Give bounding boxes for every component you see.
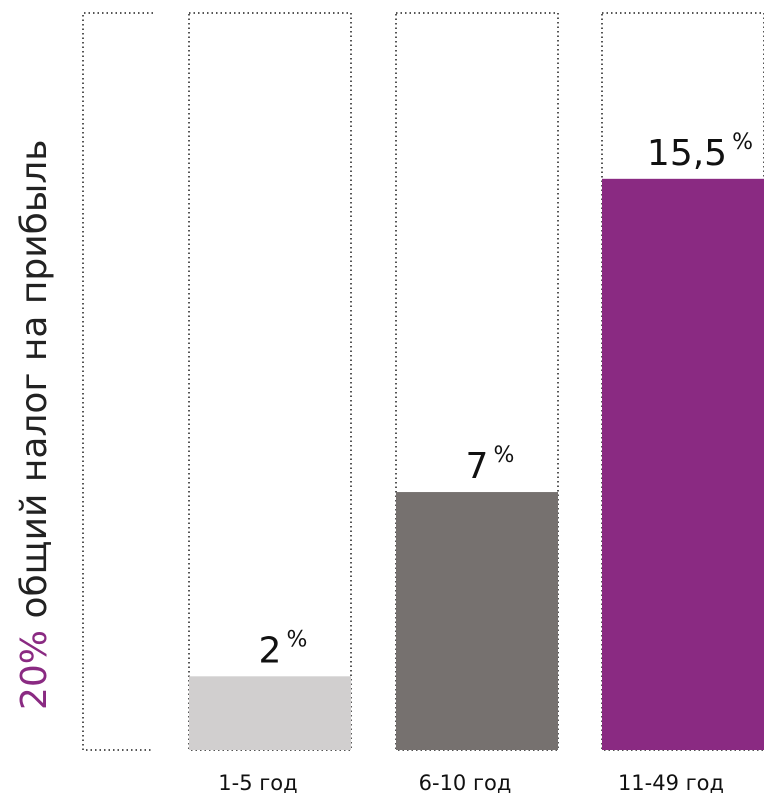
- title-highlight: 20%: [14, 630, 55, 710]
- bars-layer: 2 % 1-5 год 7 % 6-10 год 15,5 % 11-49 год: [82, 12, 764, 795]
- bar-2: [396, 492, 558, 750]
- reference-outline: [82, 12, 153, 751]
- value-label-3: 15,5: [647, 133, 727, 174]
- bar-3: [602, 178, 764, 750]
- value-unit-1: %: [286, 627, 307, 652]
- bar-outline-3: [601, 12, 764, 751]
- title-rest: общий налог на прибыль: [14, 140, 55, 630]
- value-label-2: 7: [466, 446, 489, 487]
- bar-1: [189, 676, 351, 750]
- category-label-3: 11-49 год: [618, 771, 724, 795]
- chart-title: 20% общий налог на прибыль: [14, 140, 55, 711]
- category-label-2: 6-10 год: [419, 771, 512, 795]
- value-unit-2: %: [493, 443, 514, 468]
- value-label-1: 2: [259, 630, 282, 671]
- bar-outline-1: [188, 12, 352, 751]
- value-unit-3: %: [732, 130, 753, 155]
- bar-outline-2: [395, 12, 559, 751]
- category-label-1: 1-5 год: [218, 771, 297, 795]
